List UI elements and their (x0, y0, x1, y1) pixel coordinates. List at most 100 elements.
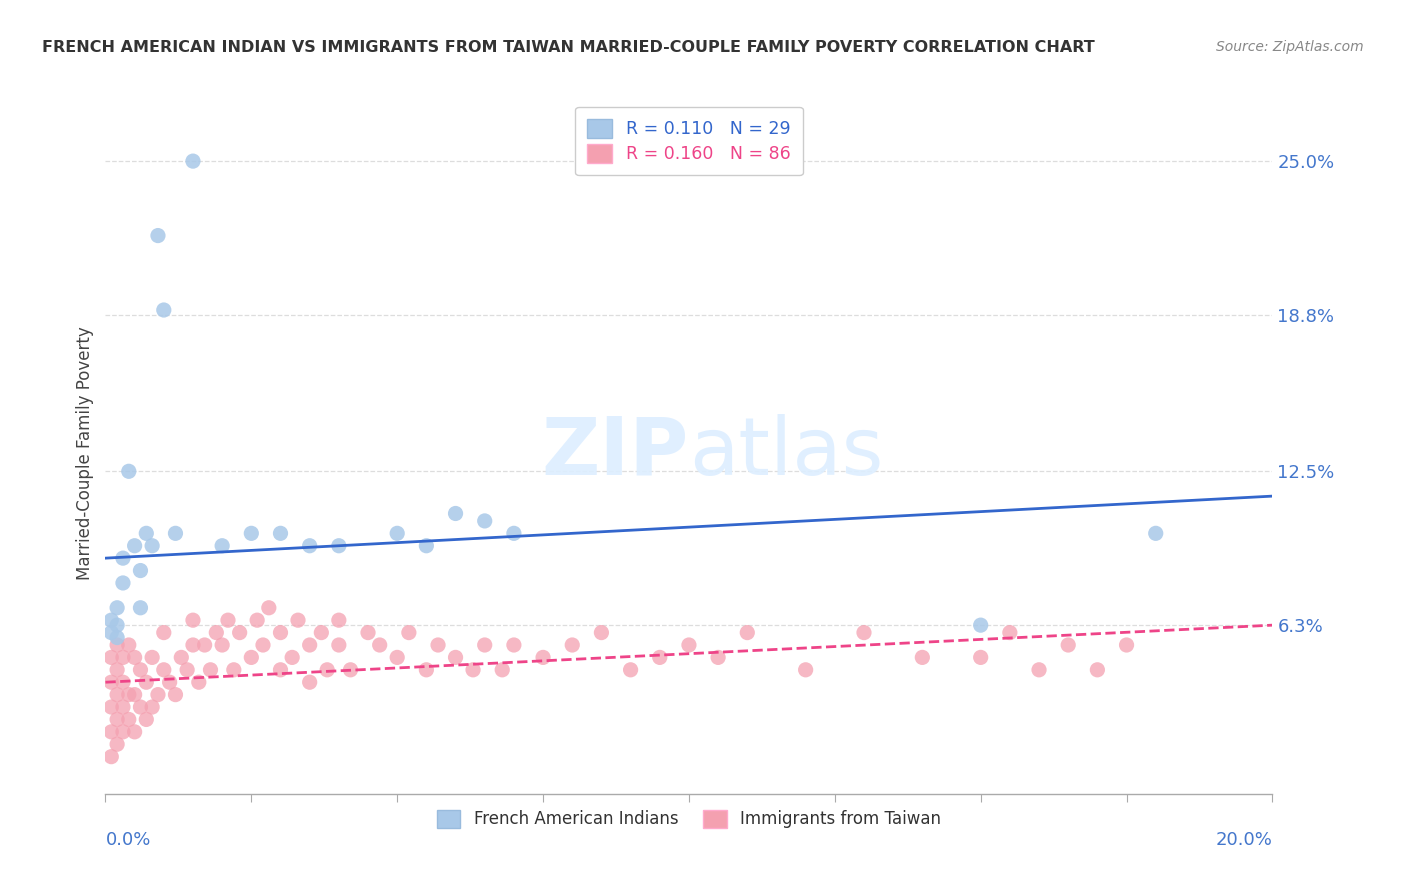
Point (118, 713, 141, 727)
Point (474, 514, 496, 528)
Point (444, 650, 467, 665)
Y-axis label: Married-Couple Family Poverty: Married-Couple Family Poverty (76, 326, 94, 580)
Point (100, 724, 122, 739)
Point (105, 618, 128, 632)
Point (111, 576, 134, 591)
Point (737, 625, 759, 640)
Point (100, 749, 122, 764)
Point (105, 600, 128, 615)
Point (105, 631, 128, 645)
Point (153, 663, 174, 677)
Point (444, 507, 467, 521)
Point (385, 650, 409, 665)
Point (111, 650, 134, 665)
Point (339, 663, 361, 677)
Point (124, 539, 146, 553)
Point (328, 539, 350, 553)
Point (129, 600, 152, 615)
Point (159, 675, 181, 690)
Point (257, 600, 280, 615)
Point (129, 663, 152, 677)
Point (911, 650, 934, 665)
Point (240, 526, 263, 541)
Point (531, 650, 554, 665)
Point (1028, 663, 1050, 677)
Point (100, 650, 122, 665)
Point (678, 638, 700, 652)
Point (794, 663, 817, 677)
Point (415, 539, 437, 553)
Point (252, 638, 274, 652)
Point (970, 618, 993, 632)
Point (118, 464, 141, 478)
Point (222, 663, 245, 677)
Point (311, 625, 333, 640)
Point (135, 713, 157, 727)
Point (246, 613, 269, 627)
Point (269, 625, 292, 640)
Legend: French American Indians, Immigrants from Taiwan: French American Indians, Immigrants from… (429, 801, 949, 837)
Point (328, 638, 350, 652)
Point (135, 675, 157, 690)
Point (146, 228, 169, 243)
Point (427, 638, 450, 652)
Point (970, 650, 993, 665)
Point (141, 539, 163, 553)
Text: atlas: atlas (689, 414, 883, 491)
Point (503, 526, 526, 541)
Point (153, 303, 174, 318)
Point (135, 526, 157, 541)
Point (287, 613, 309, 627)
Point (368, 638, 391, 652)
Point (211, 638, 233, 652)
Point (153, 625, 174, 640)
Point (591, 625, 613, 640)
Point (503, 638, 526, 652)
Point (170, 650, 193, 665)
Point (187, 675, 209, 690)
Point (111, 675, 134, 690)
Point (240, 650, 263, 665)
Point (105, 737, 128, 751)
Point (491, 663, 513, 677)
Point (561, 638, 583, 652)
Point (298, 675, 321, 690)
Text: FRENCH AMERICAN INDIAN VS IMMIGRANTS FROM TAIWAN MARRIED-COUPLE FAMILY POVERTY C: FRENCH AMERICAN INDIAN VS IMMIGRANTS FRO… (42, 40, 1095, 55)
Point (1057, 638, 1080, 652)
Point (357, 625, 380, 640)
Point (269, 526, 292, 541)
Point (100, 675, 122, 690)
Point (124, 688, 146, 702)
Point (385, 526, 409, 541)
Point (105, 713, 128, 727)
Point (281, 650, 304, 665)
Point (129, 700, 152, 714)
Point (118, 688, 141, 702)
Point (100, 700, 122, 714)
Point (461, 663, 484, 677)
Point (111, 724, 134, 739)
Text: 0.0%: 0.0% (105, 831, 150, 849)
Point (181, 638, 204, 652)
Point (146, 688, 169, 702)
Point (200, 663, 222, 677)
Point (415, 663, 437, 677)
Point (228, 625, 250, 640)
Point (1144, 526, 1167, 541)
Point (211, 539, 233, 553)
Text: ZIP: ZIP (541, 414, 689, 491)
Point (398, 625, 420, 640)
Point (316, 663, 339, 677)
Point (269, 663, 292, 677)
Point (217, 613, 239, 627)
Point (707, 650, 730, 665)
Point (648, 650, 671, 665)
Point (852, 625, 875, 640)
Point (100, 613, 122, 627)
Point (165, 526, 187, 541)
Point (298, 638, 321, 652)
Point (124, 650, 146, 665)
Point (118, 638, 141, 652)
Point (181, 154, 204, 169)
Point (105, 663, 128, 677)
